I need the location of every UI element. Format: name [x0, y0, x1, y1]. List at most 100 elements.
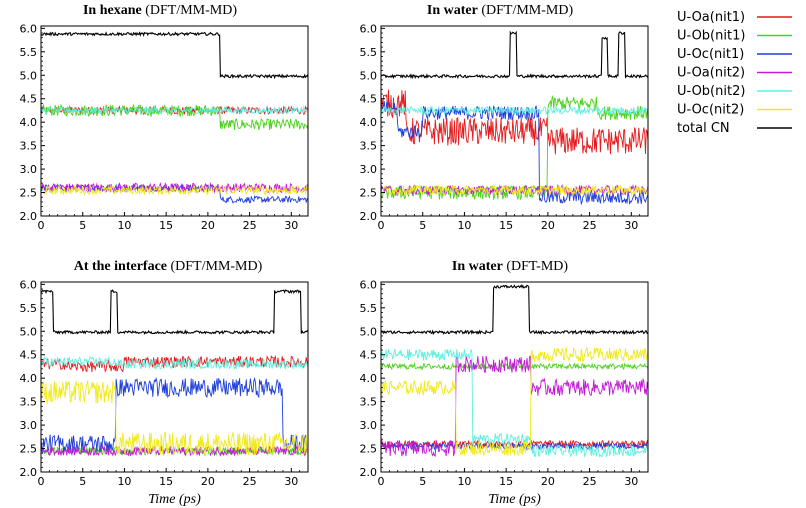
series-line-u-oa-nit2- — [381, 355, 648, 458]
y-tick-label: 6.0 — [360, 278, 378, 291]
legend-item: U-Oa(nit1) — [677, 10, 792, 25]
x-tick-label: 25 — [583, 219, 597, 232]
series-line-u-ob-nit1- — [381, 94, 648, 201]
y-tick-label: 2.0 — [20, 466, 38, 479]
y-tick-label: 3.0 — [360, 419, 378, 432]
y-tick-label: 6.0 — [360, 22, 378, 35]
x-tick-label: 25 — [243, 475, 257, 488]
y-tick-label: 4.5 — [360, 93, 378, 106]
x-axis-label: Time (ps) — [148, 492, 201, 507]
x-tick-label: 0 — [378, 475, 385, 488]
y-tick-label: 4.0 — [360, 372, 378, 385]
y-tick-label: 2.0 — [20, 210, 38, 223]
x-tick-label: 15 — [159, 219, 173, 232]
y-tick-label: 4.0 — [20, 372, 38, 385]
series-line-u-oc-nit2- — [381, 346, 648, 457]
y-tick-label: 2.5 — [360, 187, 378, 200]
x-tick-label: 30 — [284, 219, 298, 232]
series-line-u-ob-nit2- — [41, 355, 308, 371]
y-tick-label: 3.5 — [360, 396, 378, 409]
x-tick-label: 0 — [378, 219, 385, 232]
legend-label: U-Ob(nit2) — [677, 84, 745, 99]
panel-2-title-bold: In water — [427, 3, 478, 18]
y-tick-label: 3.0 — [360, 163, 378, 176]
y-tick-label: 4.0 — [360, 116, 378, 129]
y-tick-label: 4.0 — [20, 116, 38, 129]
panels: 0 5 10 15 20 25 302.02.53.03.54.04.55.05.56.00… — [20, 22, 649, 507]
x-tick-label: 15 — [159, 475, 173, 488]
legend-item: U-Oc(nit1) — [677, 47, 792, 62]
panel-4-title-bold: In water — [452, 259, 503, 274]
series-line-total-cn — [41, 289, 308, 335]
x-tick-label: 10 — [457, 219, 471, 232]
y-tick-label: 3.5 — [20, 140, 38, 153]
series-line-total-cn — [41, 31, 308, 80]
legend-item: total CN — [677, 121, 792, 136]
y-tick-label: 4.5 — [20, 93, 38, 106]
legend: U-Oa(nit1) U-Ob(nit1) U-Oc(nit1) U-Oa(nit2)… — [677, 10, 792, 136]
series-group — [41, 289, 308, 457]
y-tick-label: 4.5 — [360, 349, 378, 362]
x-tick-label: 10 — [117, 475, 131, 488]
series-line-u-ob-nit2- — [381, 105, 648, 116]
y-tick-label: 3.5 — [360, 140, 378, 153]
panel-2: 0 5 10 15 20 25 30 2.0 2.5 3.0 3.5 4.0 4.5 5.0 5.5 6.0 — [360, 22, 649, 232]
panel-3-title-suffix: (DFT/MM-MD) — [171, 259, 263, 274]
y-tick-label: 5.0 — [360, 69, 378, 82]
series-line-u-oc-nit2- — [41, 184, 308, 196]
x-tick-label: 20 — [201, 475, 215, 488]
legend-item: U-Oa(nit2) — [677, 66, 792, 81]
y-tick-label: 6.0 — [20, 278, 38, 291]
series-line-total-cn — [381, 284, 648, 336]
x-tick-label: 25 — [583, 475, 597, 488]
legend-item: U-Ob(nit1) — [677, 29, 792, 44]
series-line-u-ob-nit2- — [381, 349, 648, 459]
series-group — [381, 30, 648, 206]
panel-2-title: In water (DFT/MM-MD) — [427, 3, 574, 18]
legend-label: U-Oa(nit2) — [677, 66, 745, 81]
legend-label: total CN — [677, 121, 730, 136]
x-tick-label: 10 — [117, 219, 131, 232]
y-tick-label: 5.5 — [360, 302, 378, 315]
y-tick-label: 2.5 — [20, 443, 38, 456]
x-tick-label: 30 — [624, 475, 638, 488]
x-tick-label: 5 — [419, 219, 426, 232]
series-line-u-oa-nit2- — [41, 444, 308, 457]
series-line-total-cn — [381, 30, 648, 80]
x-tick-label: 30 — [624, 219, 638, 232]
x-tick-label: 5 — [79, 219, 86, 232]
x-tick-label: 10 — [457, 475, 471, 488]
panel-3: 0 5 10 15 20 25 30 2.0 2.5 3.0 3.5 4.0 4.5 5.0 5.5 6.0 T… — [20, 278, 309, 507]
y-tick-label: 5.5 — [360, 46, 378, 59]
legend-label: U-Oc(nit2) — [677, 103, 744, 118]
series-line-u-oc-nit2- — [381, 184, 648, 197]
x-tick-label: 30 — [284, 475, 298, 488]
y-tick-label: 2.5 — [360, 443, 378, 456]
y-tick-label: 3.5 — [20, 396, 38, 409]
y-tick-label: 5.5 — [20, 46, 38, 59]
series-line-u-oa-nit1- — [381, 89, 648, 155]
x-tick-label: 20 — [201, 219, 215, 232]
legend-label: U-Oa(nit1) — [677, 10, 745, 25]
panel-1: 0 5 10 15 20 25 30 2.0 2.5 3.0 3.5 4.0 4.5 5.0 5.5 6.0 — [20, 22, 309, 232]
legend-label: U-Oc(nit1) — [677, 47, 744, 62]
series-line-u-oc-nit1- — [41, 376, 308, 454]
y-tick-label: 3.0 — [20, 419, 38, 432]
y-tick-label: 2.0 — [360, 210, 378, 223]
y-tick-label: 6.0 — [20, 22, 38, 35]
y-tick-label: 5.0 — [20, 325, 38, 338]
panel-3-title: At the interface (DFT/MM-MD) — [74, 259, 263, 274]
series-group — [41, 31, 308, 204]
y-tick-label: 4.5 — [20, 349, 38, 362]
series-line-u-ob-nit1- — [41, 103, 308, 131]
legend-item: U-Oc(nit2) — [677, 103, 792, 118]
series-line-u-oa-nit1- — [41, 354, 308, 373]
panel-1-title: In hexane (DFT/MM-MD) — [83, 3, 237, 18]
y-tick-label: 2.0 — [360, 466, 378, 479]
series-line-u-oa-nit2- — [41, 181, 308, 194]
series-line-u-oc-nit1- — [381, 101, 648, 206]
x-tick-label: 15 — [499, 219, 513, 232]
series-line-u-oc-nit1- — [381, 441, 648, 451]
x-tick-label: 0 — [38, 475, 45, 488]
x-tick-label: 20 — [541, 219, 555, 232]
